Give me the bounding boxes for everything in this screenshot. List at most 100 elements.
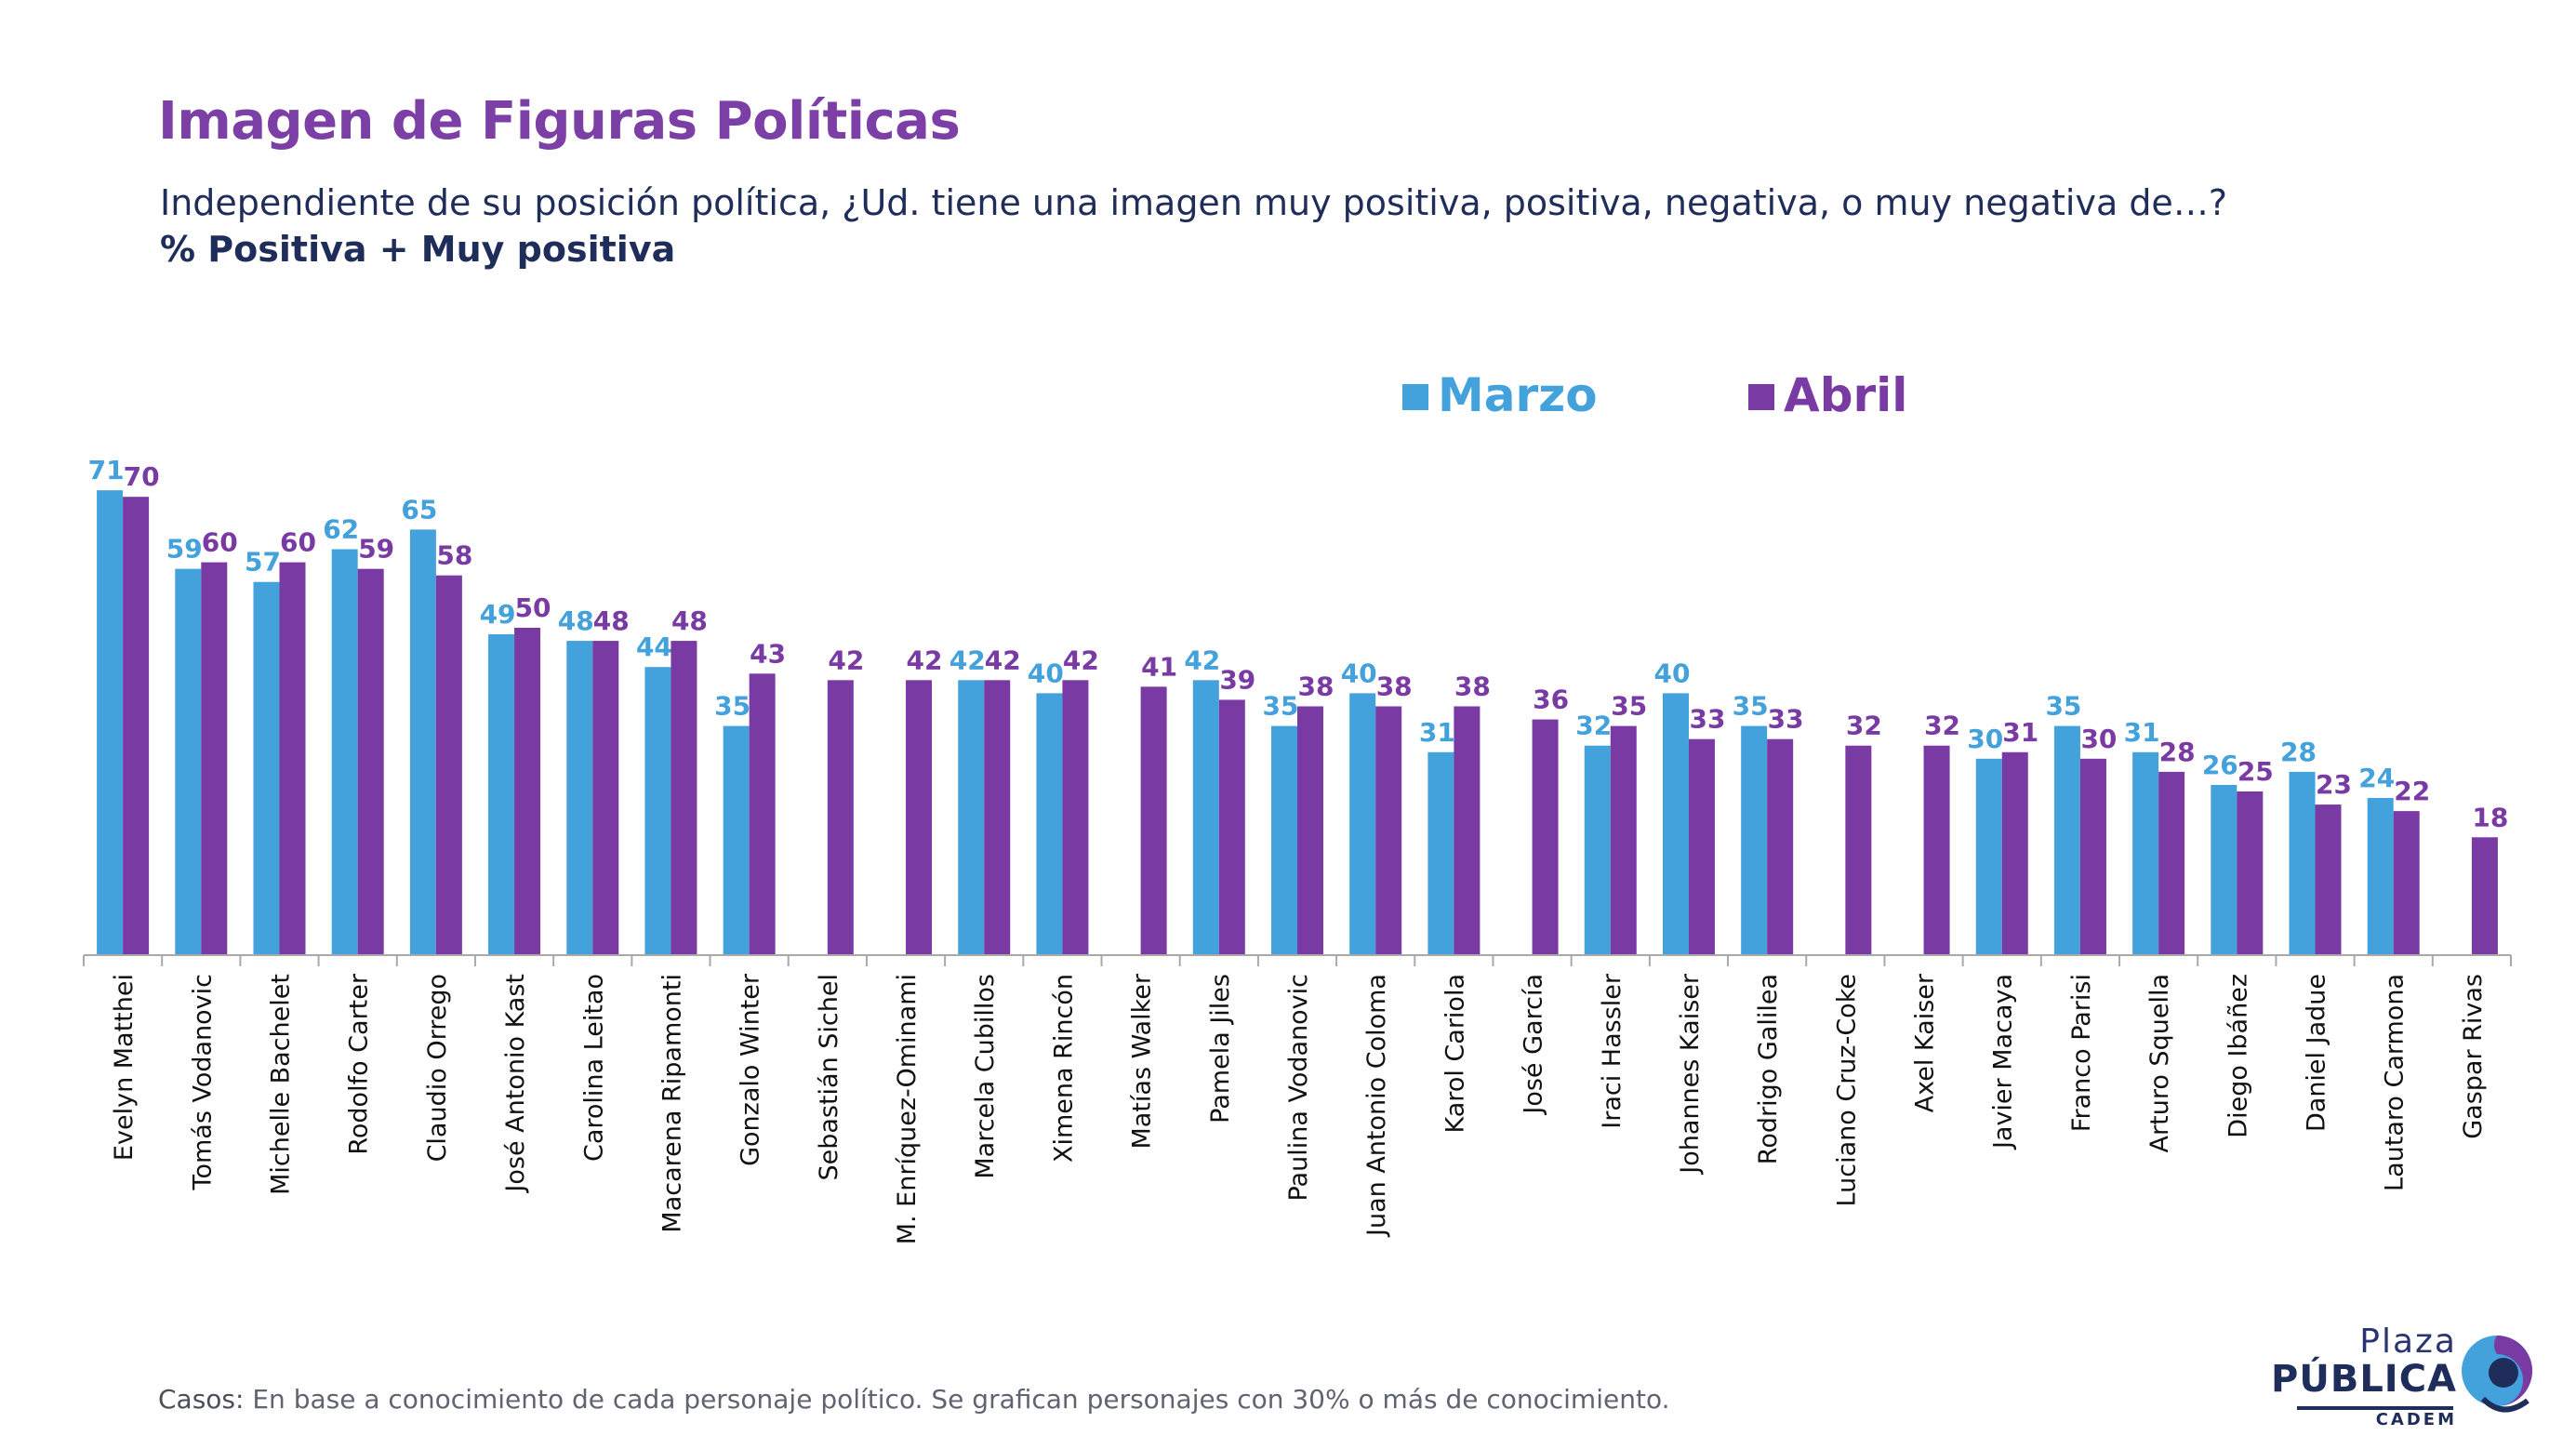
chart-title: Imagen de Figuras Políticas (158, 91, 961, 152)
data-label-marzo: 42 (949, 645, 986, 675)
chart-subtitle: Independiente de su posición política, ¿… (160, 182, 2227, 223)
bar-marzo (1741, 725, 1768, 955)
data-label-abril: 32 (1924, 711, 1960, 741)
data-label-abril: 31 (2002, 717, 2038, 748)
bar-abril (201, 562, 228, 955)
x-tick-label: Macarena Ripamonti (657, 974, 686, 1233)
bar-abril (906, 680, 933, 955)
data-label-abril: 36 (1533, 685, 1569, 715)
data-label-marzo: 35 (1733, 691, 1769, 722)
data-label-abril: 35 (1611, 691, 1647, 722)
bar-marzo (2289, 771, 2316, 955)
x-tick-label: Juan Antonio Coloma (1362, 974, 1391, 1238)
bar-marzo (175, 568, 202, 955)
data-label-marzo: 65 (401, 494, 437, 525)
bar-marzo (1192, 680, 1219, 955)
x-tick-label: Lautaro Carmona (2381, 974, 2410, 1191)
bar-abril (2237, 791, 2264, 955)
bar-marzo (566, 641, 593, 955)
data-label-marzo: 42 (1184, 645, 1220, 675)
x-tick-label: Rodolfo Carter (345, 973, 374, 1155)
bar-marzo (723, 725, 750, 955)
data-label-abril: 42 (985, 645, 1021, 675)
data-label-marzo: 40 (1653, 658, 1690, 688)
bar-marzo (253, 581, 280, 955)
footnote-text: En base a conocimiento de cada personaje… (244, 1384, 1670, 1415)
bar-abril (1845, 745, 1872, 955)
data-label-marzo: 30 (1967, 724, 2003, 754)
data-label-abril: 32 (1846, 711, 1882, 741)
data-label-abril: 41 (1141, 651, 1177, 682)
x-tick-label: Johannes Kaiser (1676, 973, 1705, 1176)
bar-abril (1375, 706, 1402, 955)
data-label-abril: 39 (1219, 664, 1255, 695)
bar-marzo (331, 549, 358, 955)
data-label-abril: 43 (750, 638, 786, 669)
bar-marzo (2211, 784, 2237, 955)
logo-line-cadem: CADEM (2375, 1410, 2457, 1429)
data-label-marzo: 32 (1575, 711, 1612, 741)
data-label-abril: 38 (1298, 671, 1334, 701)
data-label-abril: 42 (828, 645, 864, 675)
x-tick-label: Sebastián Sichel (815, 974, 843, 1181)
x-tick-label: Gaspar Rivas (2459, 974, 2488, 1139)
bar-marzo (2053, 725, 2080, 955)
data-label-marzo: 24 (2358, 763, 2395, 793)
bar-marzo (644, 667, 671, 955)
data-label-marzo: 31 (1419, 717, 1455, 748)
x-tick-label: José Antonio Kast (501, 974, 530, 1194)
data-label-abril: 60 (202, 527, 238, 558)
bar-marzo (1427, 751, 1454, 955)
data-label-abril: 25 (2237, 756, 2274, 787)
data-label-abril: 60 (280, 527, 316, 558)
bar-marzo (2132, 751, 2159, 955)
bar-marzo (97, 490, 124, 955)
data-label-abril: 23 (2316, 769, 2352, 800)
legend-swatch-abril (1748, 384, 1774, 410)
bar-abril (123, 497, 150, 955)
data-label-abril: 38 (1454, 671, 1491, 701)
bar-marzo (958, 680, 985, 955)
x-tick-label: Marcela Cubillos (971, 974, 1000, 1179)
x-tick-label: Tomás Vodanovic (188, 974, 217, 1190)
data-label-marzo: 31 (2124, 717, 2160, 748)
x-tick-label: Rodrigo Galilea (1754, 974, 1783, 1164)
logo-line-publica: PÚBLICA (2271, 1358, 2457, 1401)
data-label-marzo: 62 (323, 514, 359, 545)
bar-abril (1140, 686, 1167, 955)
x-tick-label: Michelle Bachelet (266, 974, 295, 1195)
bar-marzo (1584, 745, 1611, 955)
bar-marzo (1036, 693, 1063, 955)
data-label-abril: 28 (2159, 737, 2196, 767)
data-label-marzo: 49 (480, 599, 516, 630)
x-tick-label: Daniel Jadue (2303, 974, 2331, 1132)
x-tick-label: José García (1520, 974, 1548, 1116)
bar-abril (2079, 758, 2106, 955)
legend-label-abril: Abril (1784, 368, 1907, 422)
data-label-marzo: 44 (636, 631, 672, 662)
data-label-abril: 48 (593, 605, 630, 636)
x-tick-label: Claudio Orrego (423, 974, 452, 1162)
x-tick-label: Matías Walker (1128, 973, 1157, 1149)
chart-measure-label: % Positiva + Muy positiva (160, 229, 676, 270)
x-axis: Evelyn Matthei Tomás Vodanovic Michelle Ba… (83, 954, 2512, 1244)
data-label-marzo: 71 (88, 455, 125, 485)
x-tick-label: Javier Macaya (1989, 974, 2018, 1150)
data-label-marzo: 59 (166, 534, 203, 565)
bar-abril (2471, 837, 2498, 955)
x-tick-label: Paulina Vodanovic (1284, 974, 1313, 1202)
legend-label-marzo: Marzo (1438, 368, 1598, 422)
x-tick-label: Karol Cariola (1441, 974, 1469, 1133)
data-label-marzo: 35 (1263, 691, 1299, 722)
data-label-marzo: 35 (2045, 691, 2081, 722)
data-label-abril: 30 (2080, 724, 2117, 754)
chart-legend: Marzo Abril (1402, 368, 1907, 422)
x-tick-label: Carolina Leitao (579, 974, 608, 1162)
bar-abril (1062, 680, 1089, 955)
logo-line-plaza: Plaza (2359, 1323, 2457, 1361)
bar-abril (827, 680, 854, 955)
data-label-abril: 42 (1063, 645, 1099, 675)
bar-abril (435, 575, 462, 955)
x-tick-label: Pamela Jiles (1206, 974, 1235, 1123)
